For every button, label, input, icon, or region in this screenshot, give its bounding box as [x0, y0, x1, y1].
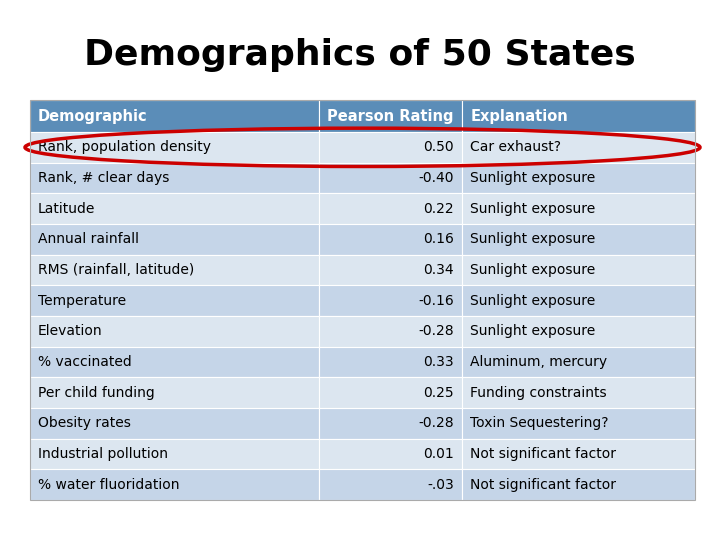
Text: 0.33: 0.33 — [423, 355, 454, 369]
Text: Demographic: Demographic — [38, 109, 148, 124]
Text: -.03: -.03 — [428, 478, 454, 491]
Text: Obesity rates: Obesity rates — [38, 416, 131, 430]
Text: Sunlight exposure: Sunlight exposure — [470, 171, 595, 185]
Bar — [319, 285, 462, 316]
Text: Latitude: Latitude — [38, 201, 95, 215]
Bar — [462, 408, 695, 438]
Text: % vaccinated: % vaccinated — [38, 355, 132, 369]
Bar — [30, 132, 319, 163]
Text: Not significant factor: Not significant factor — [470, 447, 616, 461]
Text: 0.01: 0.01 — [423, 447, 454, 461]
Text: Temperature: Temperature — [38, 294, 126, 308]
Text: 0.16: 0.16 — [423, 232, 454, 246]
Bar — [30, 347, 319, 377]
Text: Sunlight exposure: Sunlight exposure — [470, 232, 595, 246]
Text: Not significant factor: Not significant factor — [470, 478, 616, 491]
Text: 0.34: 0.34 — [423, 263, 454, 277]
Text: Explanation: Explanation — [470, 109, 568, 124]
Text: Rank, population density: Rank, population density — [38, 140, 211, 154]
Bar — [462, 132, 695, 163]
Text: Aluminum, mercury: Aluminum, mercury — [470, 355, 608, 369]
Bar — [462, 469, 695, 500]
Bar — [30, 224, 319, 255]
Text: -0.28: -0.28 — [418, 325, 454, 339]
Text: -0.28: -0.28 — [418, 416, 454, 430]
Text: Sunlight exposure: Sunlight exposure — [470, 263, 595, 277]
Bar — [319, 438, 462, 469]
Bar — [30, 408, 319, 438]
Bar — [319, 193, 462, 224]
Bar — [462, 163, 695, 193]
Bar — [319, 224, 462, 255]
Bar — [462, 377, 695, 408]
Bar — [319, 408, 462, 438]
Bar — [462, 224, 695, 255]
Text: RMS (rainfall, latitude): RMS (rainfall, latitude) — [38, 263, 194, 277]
Text: Car exhaust?: Car exhaust? — [470, 140, 562, 154]
Text: Sunlight exposure: Sunlight exposure — [470, 201, 595, 215]
Bar — [319, 469, 462, 500]
Bar — [462, 285, 695, 316]
Text: Funding constraints: Funding constraints — [470, 386, 607, 400]
Text: Per child funding: Per child funding — [38, 386, 155, 400]
Text: Sunlight exposure: Sunlight exposure — [470, 294, 595, 308]
Text: Pearson Rating: Pearson Rating — [328, 109, 454, 124]
Text: Annual rainfall: Annual rainfall — [38, 232, 139, 246]
Bar — [30, 285, 319, 316]
Bar — [319, 316, 462, 347]
Bar — [30, 100, 695, 500]
Bar — [462, 347, 695, 377]
Text: Toxin Sequestering?: Toxin Sequestering? — [470, 416, 608, 430]
Bar — [462, 193, 695, 224]
Bar — [319, 100, 462, 132]
Text: % water fluoridation: % water fluoridation — [38, 478, 179, 491]
Text: -0.16: -0.16 — [418, 294, 454, 308]
Bar — [30, 438, 319, 469]
Text: Sunlight exposure: Sunlight exposure — [470, 325, 595, 339]
Bar — [30, 255, 319, 285]
Bar — [30, 377, 319, 408]
Bar — [30, 316, 319, 347]
Bar — [319, 255, 462, 285]
Text: Demographics of 50 States: Demographics of 50 States — [84, 38, 636, 72]
Bar — [462, 100, 695, 132]
Bar — [462, 438, 695, 469]
Bar — [319, 347, 462, 377]
Bar — [319, 377, 462, 408]
Bar — [30, 193, 319, 224]
Bar — [30, 163, 319, 193]
Bar — [30, 100, 319, 132]
Text: 0.25: 0.25 — [423, 386, 454, 400]
Bar — [30, 469, 319, 500]
Bar — [462, 316, 695, 347]
Text: Industrial pollution: Industrial pollution — [38, 447, 168, 461]
Text: Rank, # clear days: Rank, # clear days — [38, 171, 169, 185]
Text: Elevation: Elevation — [38, 325, 103, 339]
Text: -0.40: -0.40 — [419, 171, 454, 185]
Bar — [319, 163, 462, 193]
Text: 0.22: 0.22 — [423, 201, 454, 215]
Text: 0.50: 0.50 — [423, 140, 454, 154]
Bar — [319, 132, 462, 163]
Bar — [462, 255, 695, 285]
